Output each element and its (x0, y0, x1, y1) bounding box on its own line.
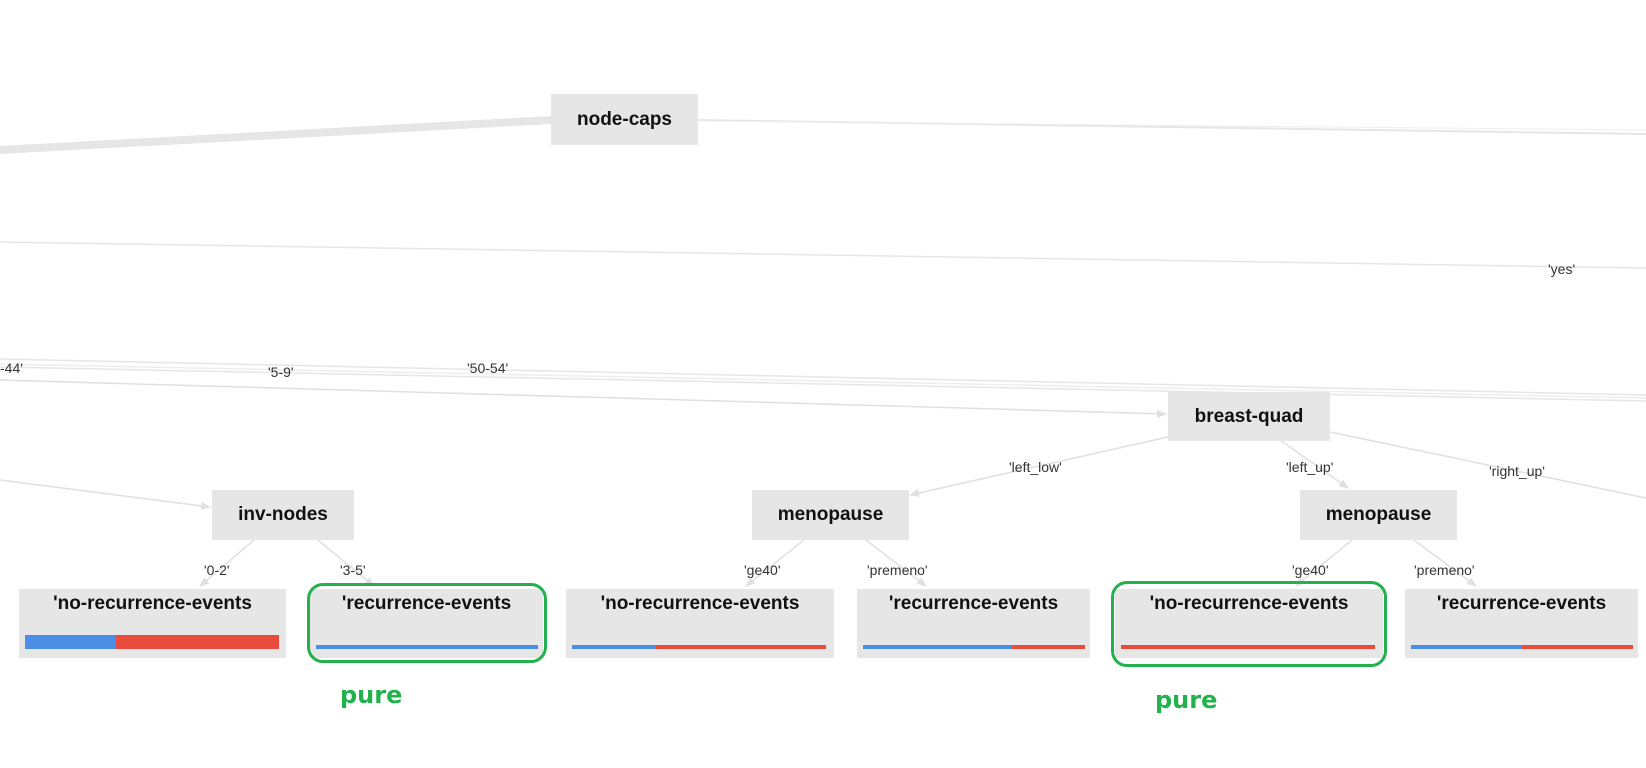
class-distribution-bar (25, 635, 279, 649)
edge-5-9 (0, 363, 1646, 399)
edge-age-44 (0, 358, 1646, 396)
edge-label-left-low: 'left_low' (1009, 459, 1062, 475)
node-inv-nodes[interactable]: inv-nodes (212, 490, 354, 540)
leaf-label: 'recurrence-events (341, 593, 512, 614)
node-menopause-2-label: menopause (1325, 504, 1432, 525)
edge-label-premeno-1: 'premeno' (867, 562, 928, 578)
recurrence-segment (1121, 645, 1375, 649)
leaf-node[interactable]: 'no-recurrence-events (566, 589, 834, 658)
leaf-label: 'no-recurrence-events (1149, 593, 1349, 614)
edge-label-3-5: '3-5' (340, 562, 366, 578)
edge-50-54 (0, 366, 1646, 402)
leaf-label: 'no-recurrence-events (600, 593, 800, 614)
node-breast-quad-label: breast-quad (1194, 405, 1304, 427)
recurrence-segment (655, 645, 826, 649)
edge-ge40-2 (1295, 539, 1353, 587)
class-distribution-bar (316, 645, 538, 649)
edge-premeno-2 (1413, 539, 1477, 587)
edge-left-up (1279, 439, 1349, 489)
leaf-label: 'recurrence-events (888, 593, 1059, 614)
leaf-label: 'no-recurrence-events (53, 593, 252, 614)
no-recurrence-segment (1411, 645, 1522, 649)
class-distribution-bar (1411, 645, 1633, 649)
leaf-node[interactable]: 'no-recurrence-events (1115, 589, 1383, 658)
no-recurrence-segment (316, 645, 538, 649)
recurrence-segment (116, 635, 279, 649)
node-menopause-1[interactable]: menopause (752, 490, 909, 540)
edge-3-5 (317, 539, 375, 587)
pure-annotation-1: pure (340, 681, 403, 709)
edge-label-left-up: 'left_up' (1286, 459, 1334, 475)
edge-left-low (909, 436, 1169, 497)
recurrence-segment (1011, 645, 1085, 649)
edge-premeno-1 (865, 539, 927, 587)
class-distribution-bar (863, 645, 1085, 649)
edge-label-yes: 'yes' (1548, 261, 1576, 277)
node-node-caps-label: node-caps (576, 108, 673, 130)
no-recurrence-segment (25, 635, 117, 649)
edge-right-up (1329, 431, 1646, 499)
class-distribution-bar (1121, 645, 1375, 649)
edge-into-node-caps (0, 116, 553, 154)
node-menopause-1-label: menopause (777, 504, 884, 525)
edge-label-5-9: '5-9' (268, 364, 294, 380)
node-menopause-2[interactable]: menopause (1300, 490, 1457, 540)
edge-label-ge40-2: 'ge40' (1292, 562, 1329, 578)
no-recurrence-segment (572, 645, 656, 649)
edge-node-caps-right-2 (695, 120, 1646, 131)
no-recurrence-segment (863, 645, 1012, 649)
edge-into-inv-nodes (0, 479, 211, 510)
node-node-caps[interactable]: node-caps (551, 94, 698, 145)
class-distribution-bar (572, 645, 826, 649)
leaf-label: 'recurrence-events (1436, 593, 1607, 614)
pure-annotation-2: pure (1155, 686, 1218, 714)
leaf-node[interactable]: 'recurrence-events (1405, 589, 1638, 658)
edge-0-2 (199, 539, 255, 587)
recurrence-segment (1522, 645, 1633, 649)
edge-label-age-44: -44' (0, 360, 23, 376)
edge-ge40-1 (745, 539, 805, 587)
edge-yes (0, 241, 1646, 269)
node-inv-nodes-label: inv-nodes (238, 504, 328, 525)
edge-label-50-54: '50-54' (467, 360, 509, 376)
edge-label-premeno-2: 'premeno' (1414, 562, 1475, 578)
edge-into-breast-quad (0, 379, 1167, 418)
leaf-node[interactable]: 'recurrence-events (857, 589, 1090, 658)
edge-label-right-up: 'right_up' (1489, 463, 1545, 479)
edge-label-0-2: '0-2' (204, 562, 230, 578)
edge-label-ge40-1: 'ge40' (744, 562, 781, 578)
leaf-node[interactable]: 'no-recurrence-events (19, 589, 286, 658)
leaf-node[interactable]: 'recurrence-events (310, 589, 543, 658)
node-breast-quad[interactable]: breast-quad (1168, 392, 1330, 441)
